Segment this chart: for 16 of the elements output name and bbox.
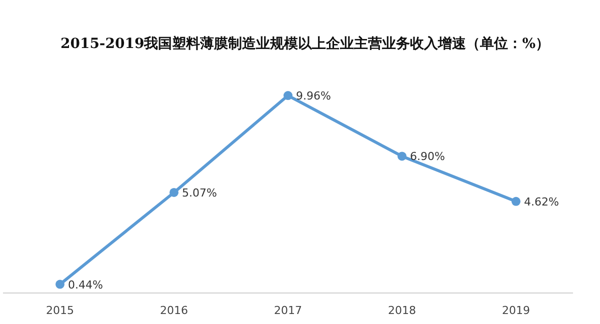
data-label: 6.90%	[410, 150, 445, 164]
data-label: 9.96%	[296, 90, 331, 103]
chart-title: 2015-2019我国塑料薄膜制造业规模以上企业主营业务收入增速（单位：%）	[60, 35, 550, 52]
point	[284, 91, 292, 100]
x-tick-label: 2016	[160, 304, 188, 317]
point	[512, 196, 520, 206]
point	[56, 280, 64, 289]
data-label: 5.07%	[182, 186, 217, 200]
x-tick-label: 2018	[388, 304, 416, 317]
data-label: 0.44%	[68, 278, 103, 292]
x-tick-label: 2015	[46, 304, 74, 317]
x-tick-label: 2017	[274, 304, 302, 317]
point	[398, 152, 406, 161]
data-label: 4.62%	[524, 195, 559, 208]
x-tick-label: 2019	[502, 304, 530, 317]
point	[170, 188, 178, 197]
